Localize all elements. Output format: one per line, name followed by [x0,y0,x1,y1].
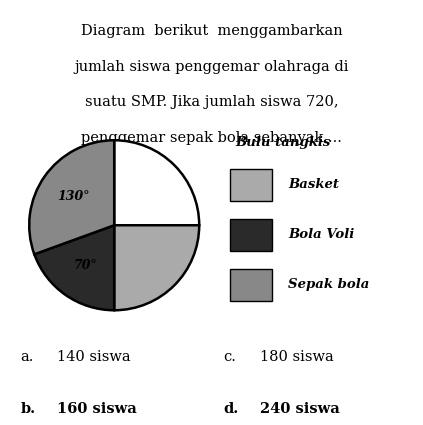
Wedge shape [34,225,114,310]
Text: Basket: Basket [288,178,339,191]
Text: 240 siswa: 240 siswa [260,402,340,416]
Bar [230,169,272,201]
Text: penggemar sepak bola sebanyak ...: penggemar sepak bola sebanyak ... [81,131,342,145]
Bar [230,218,272,251]
Text: Bulu tangkis: Bulu tangkis [236,136,331,150]
Text: d.: d. [224,402,239,416]
Text: 70°: 70° [74,259,98,272]
Text: Sepak bola: Sepak bola [288,278,369,291]
Wedge shape [114,225,199,310]
Text: 130°: 130° [58,190,90,204]
Text: 140 siswa: 140 siswa [57,350,131,364]
Text: jumlah siswa penggemar olahraga di: jumlah siswa penggemar olahraga di [74,60,349,74]
Wedge shape [114,140,199,225]
Wedge shape [29,140,114,254]
Text: 180 siswa: 180 siswa [260,350,334,364]
Text: suatu SMP. Jika jumlah siswa 720,: suatu SMP. Jika jumlah siswa 720, [85,95,338,109]
Text: Bola Voli: Bola Voli [288,228,354,241]
Text: 160 siswa: 160 siswa [57,402,137,416]
Bar [230,269,272,300]
Text: c.: c. [224,350,236,364]
Text: Diagram  berikut  menggambarkan: Diagram berikut menggambarkan [81,24,342,38]
Text: a.: a. [21,350,34,364]
Text: b.: b. [21,402,36,416]
